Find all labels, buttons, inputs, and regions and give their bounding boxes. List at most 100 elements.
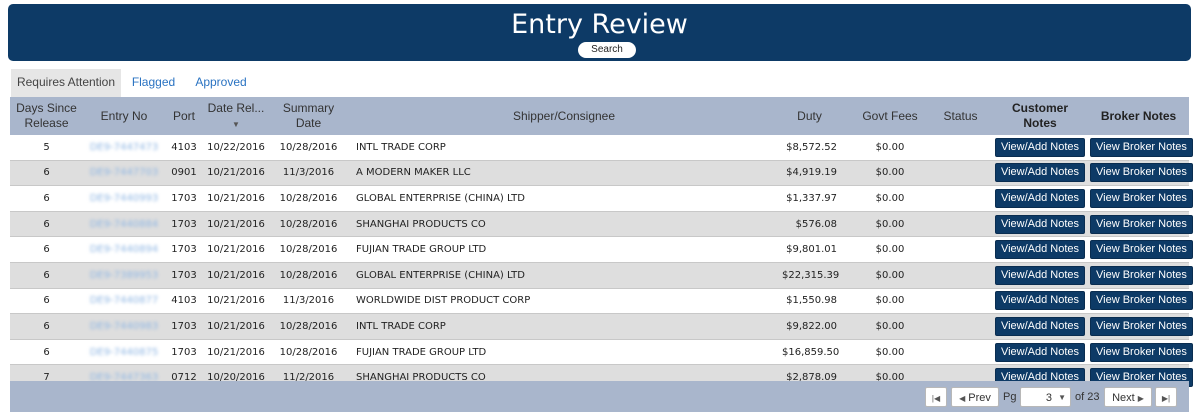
cell-date-released: 10/21/2016 — [203, 236, 269, 263]
cell-port: 1703 — [165, 185, 203, 212]
pager-bar: |◀ ◀ Prev Pg 3 ▼ of 23 Next ▶ ▶| — [10, 381, 1189, 412]
cell-days: 6 — [10, 339, 83, 366]
view-broker-notes-button[interactable]: View Broker Notes — [1090, 240, 1193, 260]
view-add-notes-button[interactable]: View/Add Notes — [994, 240, 1086, 260]
page-select-value: 3 — [1045, 392, 1052, 404]
view-add-notes-button[interactable]: View/Add Notes — [994, 265, 1086, 285]
cell-entry-no: DE9-7447703 — [83, 160, 165, 187]
table-row: 6 DE9-7440877 4103 10/21/2016 11/3/2016 … — [10, 288, 1193, 315]
cell-entry-no: DE9-7440884 — [83, 211, 165, 238]
cell-status — [929, 211, 992, 238]
tab-flagged[interactable]: Flagged — [131, 75, 176, 89]
cell-govt-fees: $0.00 — [851, 135, 929, 161]
col-duty[interactable]: Duty — [780, 97, 851, 135]
view-broker-notes-button[interactable]: View Broker Notes — [1090, 316, 1193, 336]
cell-entry-no: DE9-7389953 — [83, 262, 165, 289]
cell-summary-date: 10/28/2016 — [269, 185, 348, 212]
cell-date-released: 10/21/2016 — [203, 262, 269, 289]
cell-status — [929, 339, 992, 366]
view-add-notes-button[interactable]: View/Add Notes — [994, 188, 1086, 208]
cell-shipper: A MODERN MAKER LLC — [348, 160, 780, 187]
entry-link[interactable]: DE9-7440993 — [89, 192, 159, 204]
table-row: 5 DE9-7447473 4103 10/22/2016 10/28/2016… — [10, 135, 1193, 161]
cell-status — [929, 185, 992, 212]
cell-entry-no: DE9-7440875 — [83, 339, 165, 366]
cell-date-released: 10/21/2016 — [203, 288, 269, 315]
entry-link[interactable]: DE9-7440875 — [89, 346, 159, 358]
entry-link[interactable]: DE9-7447473 — [89, 141, 159, 153]
cell-govt-fees: $0.00 — [851, 236, 929, 263]
col-entry-no[interactable]: Entry No — [83, 97, 165, 135]
page-select[interactable]: 3 ▼ — [1020, 387, 1071, 407]
entry-link[interactable]: DE9-7440894 — [89, 244, 159, 256]
col-days-since-release[interactable]: Days Since Release — [10, 97, 83, 135]
view-broker-notes-button[interactable]: View Broker Notes — [1090, 342, 1193, 362]
search-button[interactable]: Search — [578, 42, 636, 58]
table-row: 6 DE9-7440983 1703 10/21/2016 10/28/2016… — [10, 313, 1193, 340]
entry-link[interactable]: DE9-7447363 — [89, 372, 159, 384]
col-date-released[interactable]: Date Rel... ▼ — [203, 97, 269, 135]
col-summary-date[interactable]: Summary Date — [269, 97, 348, 135]
cell-date-released: 10/21/2016 — [203, 339, 269, 366]
entry-link[interactable]: DE9-7389953 — [89, 269, 159, 281]
view-broker-notes-button[interactable]: View Broker Notes — [1090, 188, 1193, 208]
cell-shipper: SHANGHAI PRODUCTS CO — [348, 211, 780, 238]
cell-summary-date: 10/28/2016 — [269, 262, 348, 289]
entry-link[interactable]: DE9-7447703 — [89, 167, 159, 179]
entry-link[interactable]: DE9-7440884 — [89, 218, 159, 230]
view-add-notes-button[interactable]: View/Add Notes — [994, 214, 1086, 234]
view-add-notes-button[interactable]: View/Add Notes — [994, 316, 1086, 336]
entry-link[interactable]: DE9-7440983 — [89, 320, 159, 332]
cell-days: 6 — [10, 236, 83, 263]
next-page-button[interactable]: Next ▶ — [1104, 387, 1152, 407]
view-add-notes-button[interactable]: View/Add Notes — [994, 137, 1086, 157]
table-row: 6 DE9-7389953 1703 10/21/2016 10/28/2016… — [10, 262, 1193, 289]
cell-duty: $8,572.52 — [780, 135, 851, 161]
col-status[interactable]: Status — [929, 97, 992, 135]
cell-entry-no: DE9-7440877 — [83, 288, 165, 315]
cell-port: 4103 — [165, 288, 203, 315]
cell-summary-date: 10/28/2016 — [269, 339, 348, 366]
col-shipper-consignee[interactable]: Shipper/Consignee — [348, 97, 780, 135]
page-title: Entry Review — [511, 9, 688, 40]
view-add-notes-button[interactable]: View/Add Notes — [994, 291, 1086, 311]
cell-days: 6 — [10, 160, 83, 187]
tab-approved[interactable]: Approved — [195, 75, 247, 89]
view-broker-notes-button[interactable]: View Broker Notes — [1090, 265, 1193, 285]
cell-days: 6 — [10, 288, 83, 315]
cell-govt-fees: $0.00 — [851, 160, 929, 187]
last-page-icon: ▶| — [1161, 394, 1171, 403]
view-broker-notes-button[interactable]: View Broker Notes — [1090, 214, 1193, 234]
col-broker-notes: Broker Notes — [1088, 97, 1189, 135]
cell-duty: $576.08 — [780, 211, 851, 238]
last-page-button[interactable]: ▶| — [1155, 387, 1177, 407]
entry-link[interactable]: DE9-7440877 — [89, 295, 159, 307]
view-broker-notes-button[interactable]: View Broker Notes — [1090, 163, 1193, 183]
view-broker-notes-button[interactable]: View Broker Notes — [1090, 291, 1193, 311]
cell-days: 6 — [10, 185, 83, 212]
cell-duty: $1,337.97 — [780, 185, 851, 212]
cell-summary-date: 10/28/2016 — [269, 211, 348, 238]
view-add-notes-button[interactable]: View/Add Notes — [994, 342, 1086, 362]
cell-duty: $1,550.98 — [780, 288, 851, 315]
view-broker-notes-button[interactable]: View Broker Notes — [1090, 137, 1193, 157]
col-date-released-label: Date Rel... — [207, 100, 265, 115]
table-row: 6 DE9-7440884 1703 10/21/2016 10/28/2016… — [10, 211, 1193, 238]
col-govt-fees[interactable]: Govt Fees — [851, 97, 929, 135]
prev-page-button[interactable]: ◀ Prev — [951, 387, 999, 407]
next-label: Next — [1112, 392, 1135, 404]
col-port[interactable]: Port — [165, 97, 203, 135]
cell-date-released: 10/21/2016 — [203, 185, 269, 212]
cell-date-released: 10/22/2016 — [203, 135, 269, 161]
table-header-row: Days Since Release Entry No Port Date Re… — [10, 97, 1189, 135]
cell-entry-no: DE9-7440983 — [83, 313, 165, 340]
cell-summary-date: 10/28/2016 — [269, 313, 348, 340]
col-customer-notes: Customer Notes — [992, 97, 1088, 135]
view-add-notes-button[interactable]: View/Add Notes — [994, 163, 1086, 183]
first-page-button[interactable]: |◀ — [925, 387, 947, 407]
cell-shipper: GLOBAL ENTERPRISE (CHINA) LTD — [348, 185, 780, 212]
cell-duty: $9,822.00 — [780, 313, 851, 340]
cell-entry-no: DE9-7440993 — [83, 185, 165, 212]
header-bar: Entry Review Search — [8, 4, 1191, 61]
tab-requires-attention[interactable]: Requires Attention — [11, 69, 121, 97]
